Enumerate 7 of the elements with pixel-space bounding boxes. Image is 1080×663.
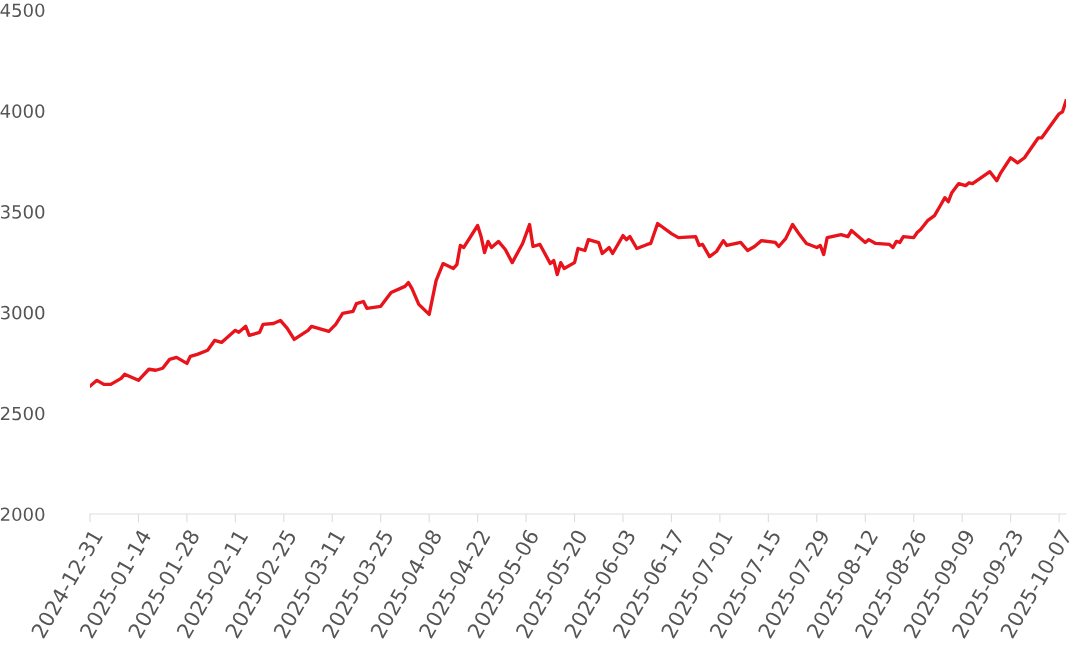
y-tick-label: 3500 — [0, 205, 45, 219]
y-tick-label: 2000 — [0, 507, 45, 522]
y-tick-label: 3000 — [0, 305, 45, 320]
line-series — [90, 99, 1066, 388]
y-tick-label: 2500 — [0, 406, 45, 421]
y-tick-label: 4000 — [0, 104, 45, 118]
y-tick-label: 4500 — [0, 3, 45, 18]
